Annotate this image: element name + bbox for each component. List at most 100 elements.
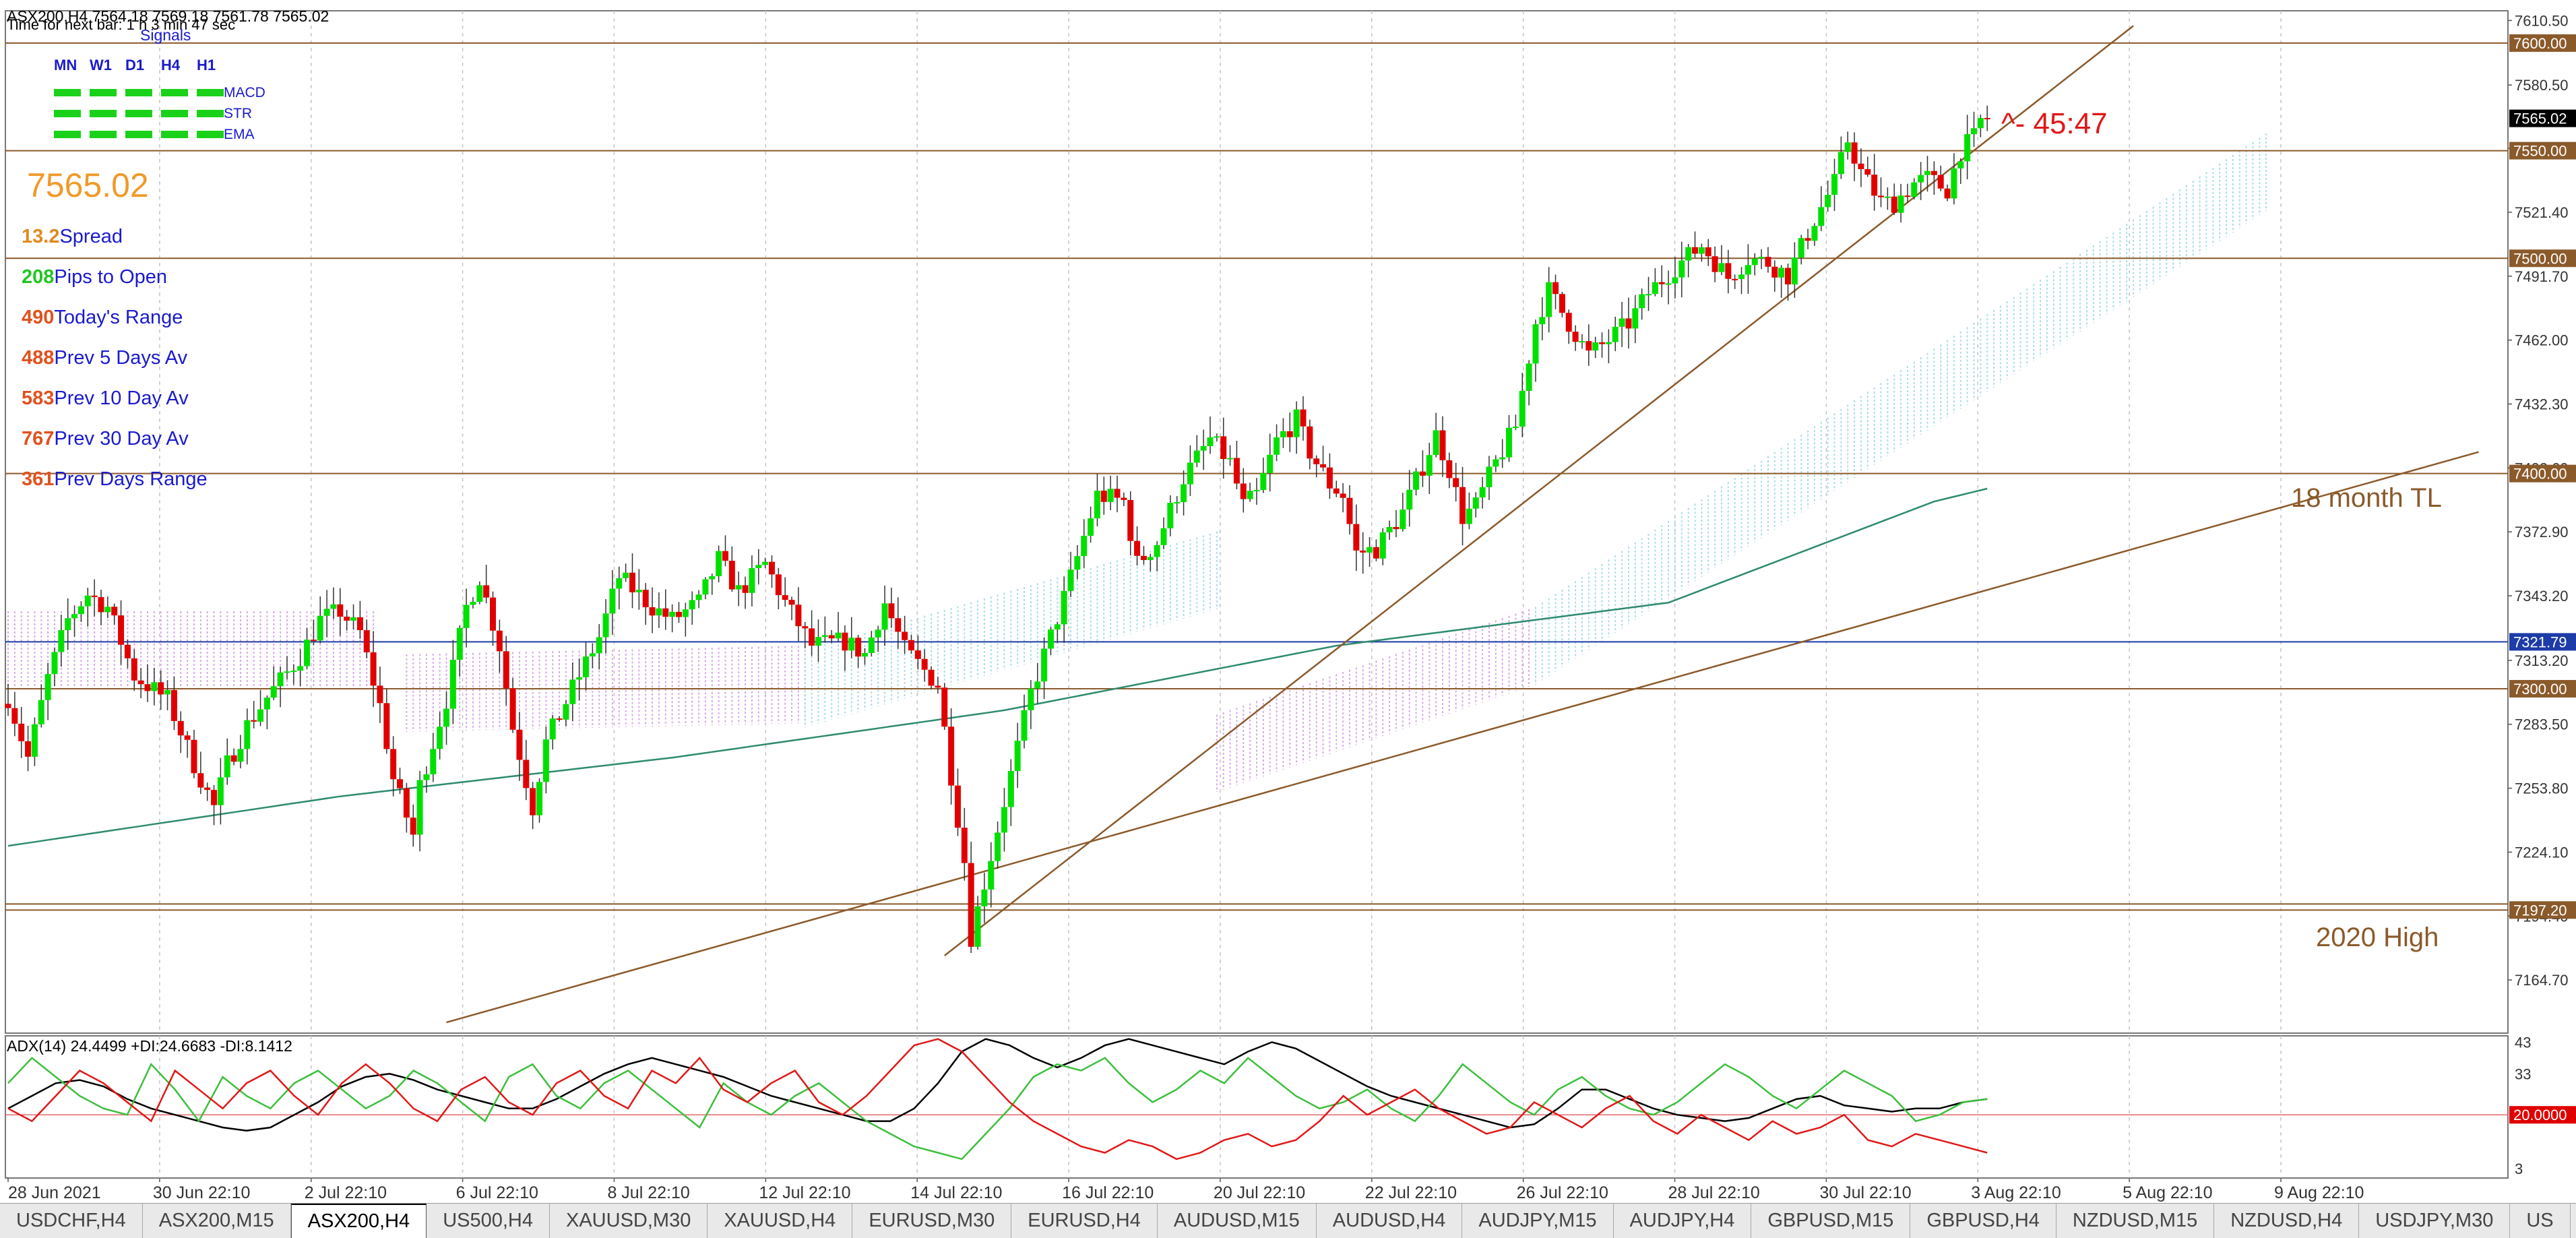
tab-audusd-m15[interactable]: AUDUSD,M15 xyxy=(1158,1204,1317,1238)
signal-row-label: STR xyxy=(224,106,252,121)
candle-bear xyxy=(1858,163,1864,169)
candle-bear xyxy=(390,749,397,780)
candle-bear xyxy=(1692,247,1699,254)
tab-asx200-m15[interactable]: ASX200,M15 xyxy=(143,1204,291,1238)
candle-bull xyxy=(576,677,583,680)
price-badge xyxy=(2509,249,2576,268)
candle-bull xyxy=(31,724,38,757)
candle-bull xyxy=(974,906,981,947)
signal-indicator xyxy=(161,110,188,117)
candle-bull xyxy=(1094,491,1100,519)
candle-bull xyxy=(237,749,244,762)
candle-bear xyxy=(1559,294,1565,313)
candle-bull xyxy=(848,638,855,651)
y-tick-label: 7224.10 xyxy=(2515,844,2569,861)
candle-bear xyxy=(1326,467,1333,489)
candle-bull xyxy=(1280,431,1286,437)
candle-bear xyxy=(1373,547,1379,559)
candle-bear xyxy=(1300,409,1307,427)
candle-bear xyxy=(1393,526,1400,530)
candle-bull xyxy=(835,632,842,639)
candle-bull xyxy=(1506,427,1513,458)
adx-level-badge xyxy=(2509,1106,2576,1124)
stat-label: Spread xyxy=(59,226,123,247)
candle-bull xyxy=(1652,282,1658,295)
candle-bear xyxy=(675,611,682,617)
candle-bear xyxy=(403,788,410,818)
candle-bear xyxy=(742,585,749,593)
tab-xauusd-h4[interactable]: XAUUSD,H4 xyxy=(708,1204,853,1238)
candle-bull xyxy=(1951,168,1957,199)
tab-us500-h4[interactable]: US500,H4 xyxy=(427,1204,550,1238)
candle-bull xyxy=(1778,268,1785,278)
candle-bear xyxy=(111,607,118,616)
candle-bear xyxy=(1353,524,1360,551)
candle-bull xyxy=(257,709,264,722)
candle-bear xyxy=(483,585,490,598)
candle-bear xyxy=(1930,171,1937,175)
candle-bear xyxy=(184,735,191,740)
candle-bull xyxy=(815,637,821,646)
tab-nzdusd-m15[interactable]: NZDUSD,M15 xyxy=(2056,1204,2215,1238)
tab-xauusd-m30[interactable]: XAUUSD,M30 xyxy=(550,1204,708,1238)
candle-bull xyxy=(1831,174,1838,195)
trendline xyxy=(943,25,2134,957)
candle-bull xyxy=(536,782,543,815)
candle-bull xyxy=(1267,454,1274,473)
tab-us[interactable]: US xyxy=(2510,1204,2571,1238)
candle-bull xyxy=(716,551,722,576)
candle-bear xyxy=(137,680,144,685)
tab-audjpy-h4[interactable]: AUDJPY,H4 xyxy=(1614,1204,1752,1238)
candles xyxy=(5,105,1990,953)
tab-gbpusd-m15[interactable]: GBPUSD,M15 xyxy=(1751,1204,1911,1238)
candle-bear xyxy=(1220,436,1227,460)
tab-eurusd-h4[interactable]: EURUSD,H4 xyxy=(1011,1204,1158,1238)
stat-line: 488Prev 5 Days Av xyxy=(22,347,188,369)
candle-bear xyxy=(1891,196,1897,213)
candle-bull xyxy=(1818,207,1825,226)
candle-bear xyxy=(928,669,935,686)
tab-eurusd-m30[interactable]: EURUSD,M30 xyxy=(852,1204,1012,1238)
tab-audjpy-m15[interactable]: AUDJPY,M15 xyxy=(1462,1204,1614,1238)
tab-nzdusd-h4[interactable]: NZDUSD,H4 xyxy=(2214,1204,2360,1238)
candle-bull xyxy=(881,603,888,630)
candle-bull xyxy=(569,679,576,704)
price-badge-label: 7550.00 xyxy=(2513,143,2567,160)
candle-bear xyxy=(1625,318,1632,329)
candle-bull xyxy=(1844,142,1851,152)
candle-bull xyxy=(1825,195,1831,208)
tab-usdjpy-m30[interactable]: USDJPY,M30 xyxy=(2359,1204,2511,1238)
tab-audusd-h4[interactable]: AUDUSD,H4 xyxy=(1317,1204,1463,1238)
price-badge-label: 7321.79 xyxy=(2513,633,2567,650)
signal-timeframe: H4 xyxy=(161,57,181,73)
candle-bull xyxy=(470,602,476,605)
bar-timer: Time for next bar: 1 h 3 min 47 sec xyxy=(7,16,235,33)
tab-asx200-h4[interactable]: ASX200,H4 xyxy=(290,1204,427,1238)
candle-bull xyxy=(1632,308,1639,329)
candle-bull xyxy=(609,588,616,614)
x-tick-label: 26 Jul 22:10 xyxy=(1517,1183,1608,1202)
y-tick-label: 7372.90 xyxy=(2515,524,2569,540)
y-tick-label: 7313.20 xyxy=(2515,652,2569,669)
candle-bull xyxy=(1001,807,1007,833)
candle-bear xyxy=(397,779,404,788)
x-tick-label: 30 Jul 22:10 xyxy=(1819,1183,1911,1202)
candle-bull xyxy=(542,739,549,782)
candle-bull xyxy=(1007,771,1014,807)
tab-usdchf-h4[interactable]: USDCHF,H4 xyxy=(0,1204,143,1238)
stat-value: 488 xyxy=(22,347,54,369)
candle-bear xyxy=(11,708,18,724)
candle-bull xyxy=(755,565,762,569)
symbol-tabs: USDCHF,H4 ASX200,M15 ASX200,H4 US500,H4 XAUU… xyxy=(0,1203,2576,1238)
candle-bear xyxy=(1121,497,1127,500)
y-tick-label: 7491.70 xyxy=(2515,268,2569,285)
candle-bull xyxy=(1791,257,1798,285)
chart-canvas[interactable]: 7610.507580.507551.107521.407491.707462.… xyxy=(0,0,2576,1203)
candle-bull xyxy=(616,578,623,589)
candle-bull xyxy=(596,637,602,654)
tab-gbpusd-h4[interactable]: GBPUSD,H4 xyxy=(1910,1204,2056,1238)
signals-panel: MN W1 D1 H4 H1 MACD STR EMA xyxy=(54,57,265,142)
candle-bear xyxy=(490,597,497,631)
candle-bull xyxy=(1977,118,1984,129)
x-tick-label: 9 Aug 22:10 xyxy=(2274,1183,2364,1202)
